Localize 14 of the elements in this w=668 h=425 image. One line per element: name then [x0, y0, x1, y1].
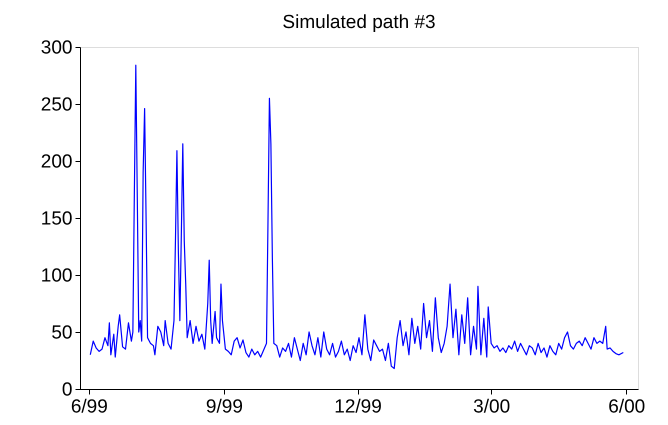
x-tick-label: 3/00 [473, 396, 510, 418]
y-tick-label: 150 [40, 208, 72, 230]
y-tick-label: 250 [40, 94, 72, 116]
y-tick-label: 0 [62, 380, 72, 400]
x-tick-label: 6/00 [608, 396, 646, 418]
y-tick-label: 100 [40, 266, 72, 286]
chart-title: Simulated path #3 [282, 12, 436, 33]
y-tick-label: 200 [40, 152, 72, 172]
x-tick-label: 12/99 [334, 396, 382, 418]
y-tick-label: 50 [51, 322, 72, 344]
y-tick-label: 300 [40, 38, 72, 58]
x-tick-label: 6/99 [70, 396, 108, 418]
x-tick-label: 9/99 [206, 396, 243, 418]
line-series [90, 64, 624, 370]
